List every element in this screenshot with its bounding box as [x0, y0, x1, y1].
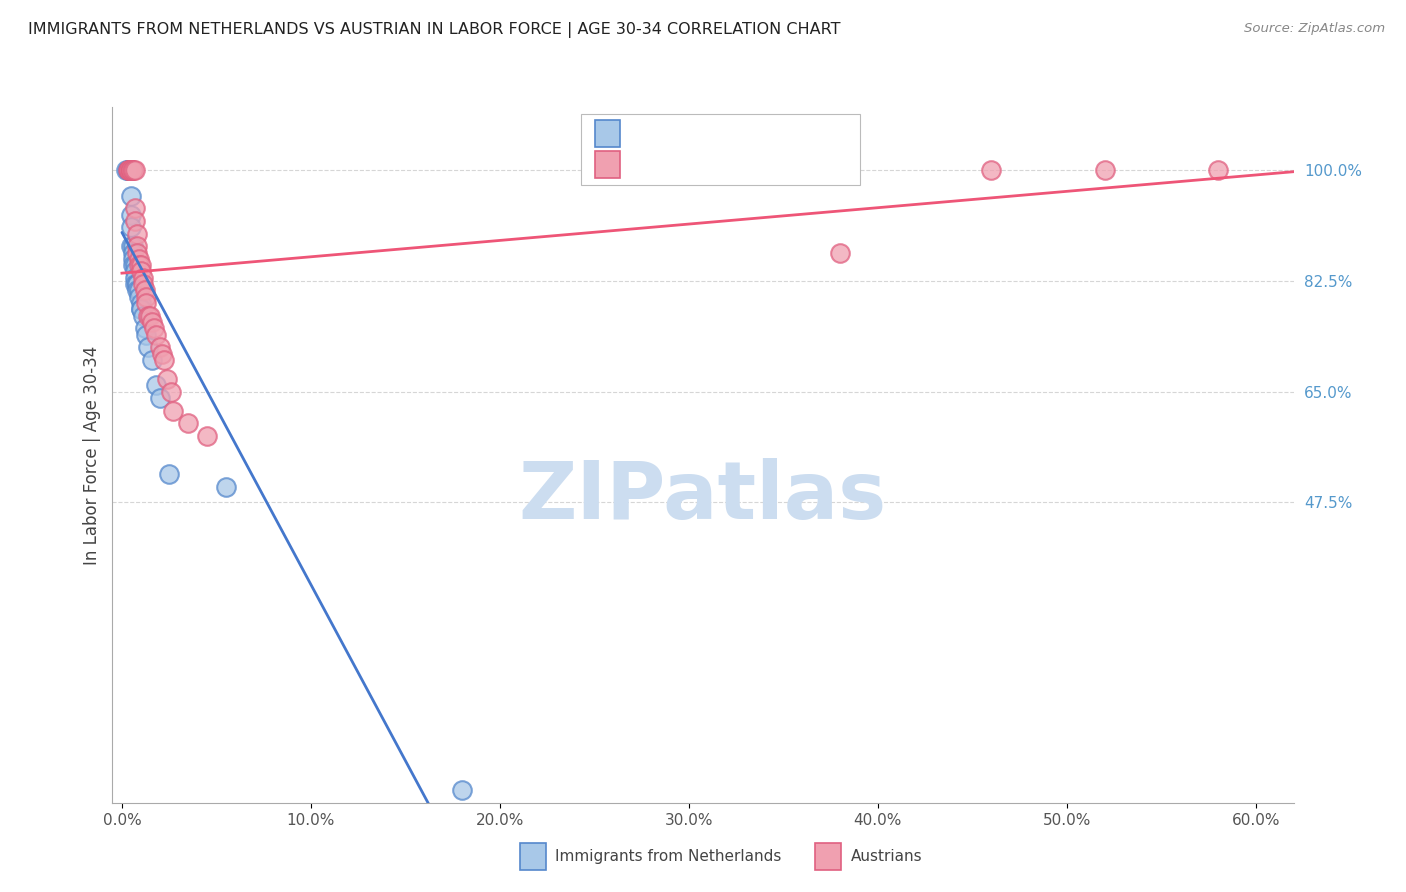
Point: [139, 309, 162, 323]
Point: [134, 284, 156, 298]
Point: [122, 163, 145, 178]
Point: [129, 302, 152, 317]
Point: [118, 163, 141, 178]
Text: R =: R =: [630, 127, 664, 141]
Point: [125, 277, 148, 292]
Point: [128, 290, 150, 304]
Point: [138, 340, 160, 354]
Point: [122, 258, 145, 272]
Point: [143, 321, 166, 335]
Point: [118, 163, 141, 178]
Point: [150, 347, 173, 361]
Point: [120, 163, 142, 178]
Point: [122, 163, 145, 178]
Text: -0.315: -0.315: [672, 127, 721, 141]
Point: [120, 208, 142, 222]
Point: [124, 270, 146, 285]
Point: [135, 327, 157, 342]
Point: [122, 245, 145, 260]
Point: [124, 264, 146, 278]
Point: [118, 163, 141, 178]
Point: [132, 277, 155, 292]
Point: [120, 163, 142, 178]
Point: [118, 163, 141, 178]
Point: [129, 258, 152, 272]
Point: [145, 327, 167, 342]
Text: Austrians: Austrians: [851, 849, 922, 863]
Point: [134, 321, 156, 335]
Point: [117, 163, 139, 178]
Point: [120, 220, 142, 235]
Point: [135, 296, 157, 310]
Point: [149, 340, 172, 354]
Text: 41: 41: [801, 127, 821, 141]
Text: ZIPatlas: ZIPatlas: [519, 458, 887, 536]
Y-axis label: In Labor Force | Age 30-34: In Labor Force | Age 30-34: [83, 345, 101, 565]
Point: [120, 239, 142, 253]
Point: [1094, 163, 1116, 178]
Point: [128, 284, 150, 298]
Point: [120, 188, 142, 202]
Point: [120, 163, 142, 178]
Point: [117, 163, 139, 178]
Point: [128, 258, 150, 272]
Point: [162, 403, 184, 417]
Text: N =: N =: [749, 127, 793, 141]
Point: [157, 467, 180, 481]
Point: [149, 391, 172, 405]
Point: [118, 163, 141, 178]
Point: [129, 302, 152, 317]
Point: [118, 163, 141, 178]
Point: [114, 163, 136, 178]
Point: [120, 163, 142, 178]
Point: [129, 264, 152, 278]
Point: [160, 384, 183, 399]
Point: [215, 479, 238, 493]
Text: 0.513: 0.513: [672, 157, 720, 171]
Point: [145, 378, 167, 392]
Point: [141, 353, 163, 368]
Point: [124, 163, 146, 178]
Point: [156, 372, 179, 386]
Point: [122, 239, 145, 253]
Text: N =: N =: [749, 157, 793, 171]
Point: [118, 163, 141, 178]
Point: [138, 309, 160, 323]
Point: [125, 227, 148, 241]
Point: [125, 245, 148, 260]
Point: [125, 239, 148, 253]
Text: IMMIGRANTS FROM NETHERLANDS VS AUSTRIAN IN LABOR FORCE | AGE 30-34 CORRELATION C: IMMIGRANTS FROM NETHERLANDS VS AUSTRIAN …: [28, 22, 841, 38]
Point: [195, 429, 218, 443]
Point: [129, 296, 152, 310]
Point: [177, 417, 200, 431]
Point: [152, 353, 174, 368]
Point: [118, 163, 141, 178]
Point: [117, 163, 139, 178]
Point: [980, 163, 1002, 178]
Text: 42: 42: [801, 157, 821, 171]
Text: R =: R =: [630, 157, 664, 171]
Text: Source: ZipAtlas.com: Source: ZipAtlas.com: [1244, 22, 1385, 36]
Point: [451, 783, 474, 797]
Point: [122, 252, 145, 266]
Point: [828, 245, 851, 260]
Point: [124, 258, 146, 272]
Point: [1206, 163, 1229, 178]
Point: [125, 284, 148, 298]
Point: [125, 277, 148, 292]
Point: [120, 163, 142, 178]
Point: [132, 309, 155, 323]
Point: [124, 214, 146, 228]
Point: [640, 163, 662, 178]
Point: [135, 290, 157, 304]
Point: [124, 277, 146, 292]
Point: [124, 201, 146, 215]
Point: [141, 315, 163, 329]
Point: [128, 252, 150, 266]
Point: [132, 270, 155, 285]
Point: [120, 163, 142, 178]
Text: Immigrants from Netherlands: Immigrants from Netherlands: [555, 849, 782, 863]
